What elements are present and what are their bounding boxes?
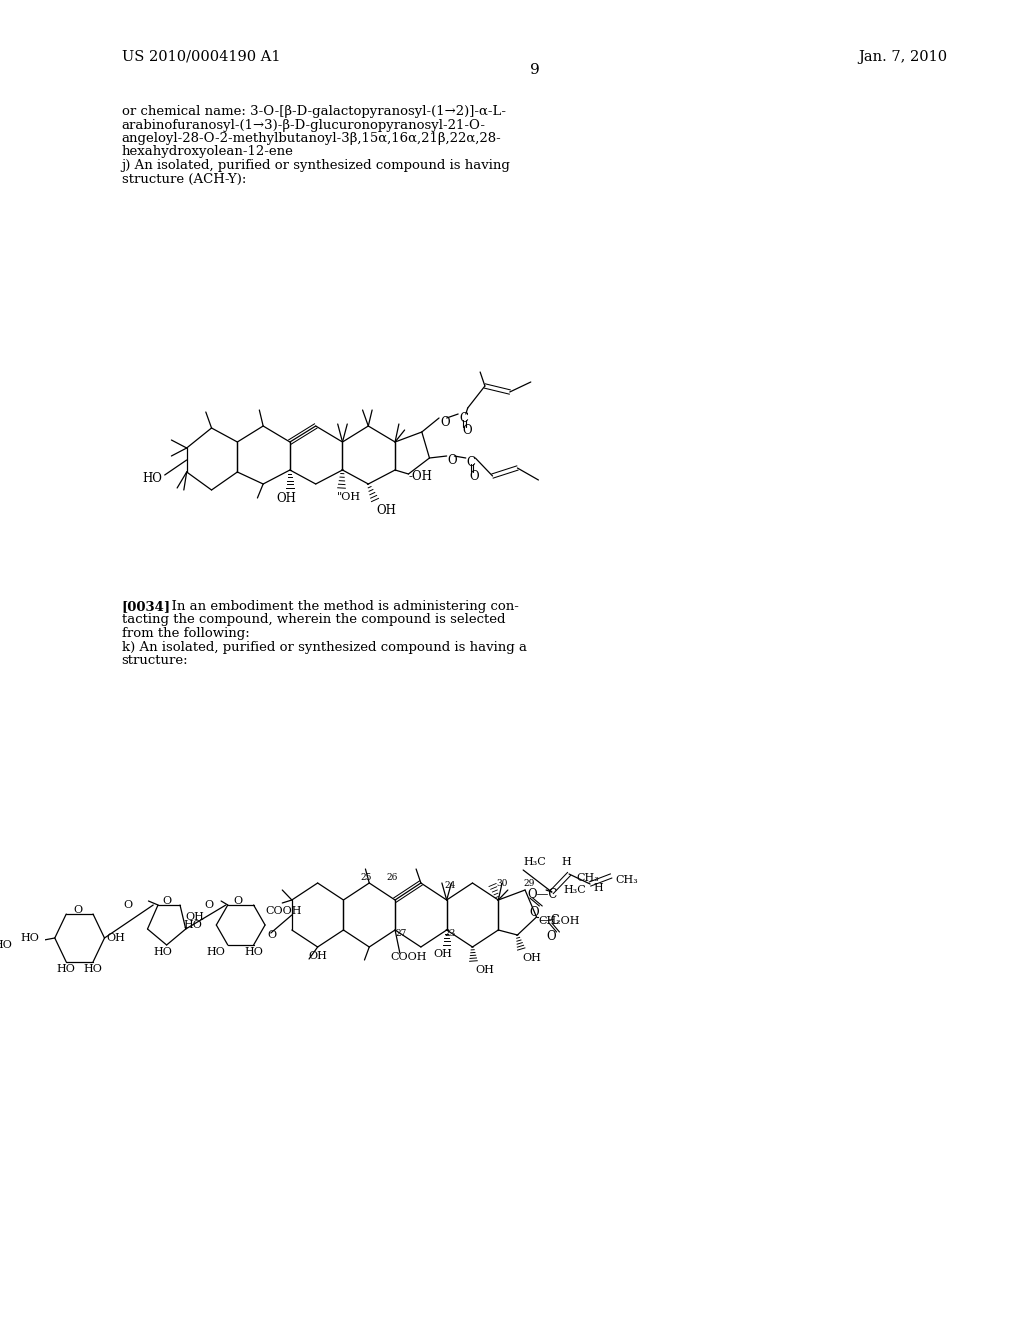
Text: HO: HO (183, 920, 202, 931)
Text: OH: OH (106, 933, 125, 942)
Text: 29: 29 (523, 879, 535, 887)
Text: HO: HO (0, 940, 12, 950)
Text: OH: OH (308, 950, 327, 961)
Text: O: O (529, 906, 540, 919)
Text: O: O (233, 896, 243, 906)
Text: structure (ACH-Y):: structure (ACH-Y): (122, 173, 246, 186)
Text: OH: OH (276, 492, 296, 506)
Text: 23: 23 (444, 928, 456, 937)
Text: O: O (73, 906, 82, 915)
Text: 26: 26 (386, 873, 398, 882)
Text: O: O (440, 416, 450, 429)
Text: H₃C: H₃C (563, 884, 586, 895)
Text: 24: 24 (444, 880, 456, 890)
Text: In an embodiment the method is administering con-: In an embodiment the method is administe… (163, 601, 519, 612)
Text: US 2010/0004190 A1: US 2010/0004190 A1 (122, 50, 281, 63)
Text: O: O (123, 900, 132, 909)
Text: or chemical name: 3-O-[β-D-galactopyranosyl-(1→2)]-α-L-: or chemical name: 3-O-[β-D-galactopyrano… (122, 106, 506, 117)
Text: O—C: O—C (527, 887, 557, 900)
Text: HO: HO (56, 964, 76, 974)
Text: O: O (546, 931, 556, 944)
Text: structure:: structure: (122, 653, 188, 667)
Text: -OH: -OH (409, 470, 432, 483)
Text: H₃C: H₃C (523, 857, 546, 867)
Text: O: O (162, 896, 171, 906)
Text: O: O (267, 931, 276, 940)
Text: "OH: "OH (337, 492, 360, 502)
Text: O: O (205, 900, 213, 909)
Text: tacting the compound, wherein the compound is selected: tacting the compound, wherein the compou… (122, 614, 505, 627)
Text: O: O (470, 470, 479, 483)
Text: OH: OH (475, 965, 495, 975)
Text: CH₃: CH₃ (577, 873, 599, 883)
Text: arabinofuranosyl-(1→3)-β-D-glucuronopyranosyl-21-O-: arabinofuranosyl-(1→3)-β-D-glucuronopyra… (122, 119, 485, 132)
Text: 9: 9 (529, 63, 540, 77)
Text: angeloyl-28-O-2-methylbutanoyl-3β,15α,16α,21β,22α,28-: angeloyl-28-O-2-methylbutanoyl-3β,15α,16… (122, 132, 502, 145)
Text: OH: OH (433, 949, 453, 960)
Text: OH: OH (376, 504, 396, 517)
Text: O: O (462, 425, 472, 437)
Text: 27: 27 (395, 928, 407, 937)
Text: HO: HO (154, 946, 172, 957)
Text: COOH: COOH (265, 906, 301, 916)
Text: HO: HO (84, 964, 102, 974)
Text: j) An isolated, purified or synthesized compound is having: j) An isolated, purified or synthesized … (122, 158, 511, 172)
Text: HO: HO (142, 473, 162, 486)
Text: C: C (459, 412, 468, 425)
Text: HO: HO (244, 946, 263, 957)
Text: —C: —C (540, 915, 560, 928)
Text: COOH: COOH (390, 952, 427, 962)
Text: k) An isolated, purified or synthesized compound is having a: k) An isolated, purified or synthesized … (122, 640, 526, 653)
Text: Jan. 7, 2010: Jan. 7, 2010 (858, 50, 947, 63)
Text: H: H (561, 857, 571, 867)
Text: O: O (447, 454, 458, 466)
Text: 30: 30 (497, 879, 508, 887)
Text: H: H (594, 883, 603, 894)
Text: 25: 25 (360, 873, 372, 882)
Text: HO: HO (207, 946, 225, 957)
Text: CH₂OH: CH₂OH (539, 916, 580, 927)
Text: CH₃: CH₃ (614, 875, 638, 884)
Text: OH: OH (522, 953, 541, 964)
Text: from the following:: from the following: (122, 627, 250, 640)
Text: OH: OH (185, 912, 205, 921)
Text: C: C (467, 455, 476, 469)
Text: [0034]: [0034] (122, 601, 171, 612)
Text: hexahydroxyolean-12-ene: hexahydroxyolean-12-ene (122, 145, 294, 158)
Text: HO: HO (20, 933, 40, 942)
